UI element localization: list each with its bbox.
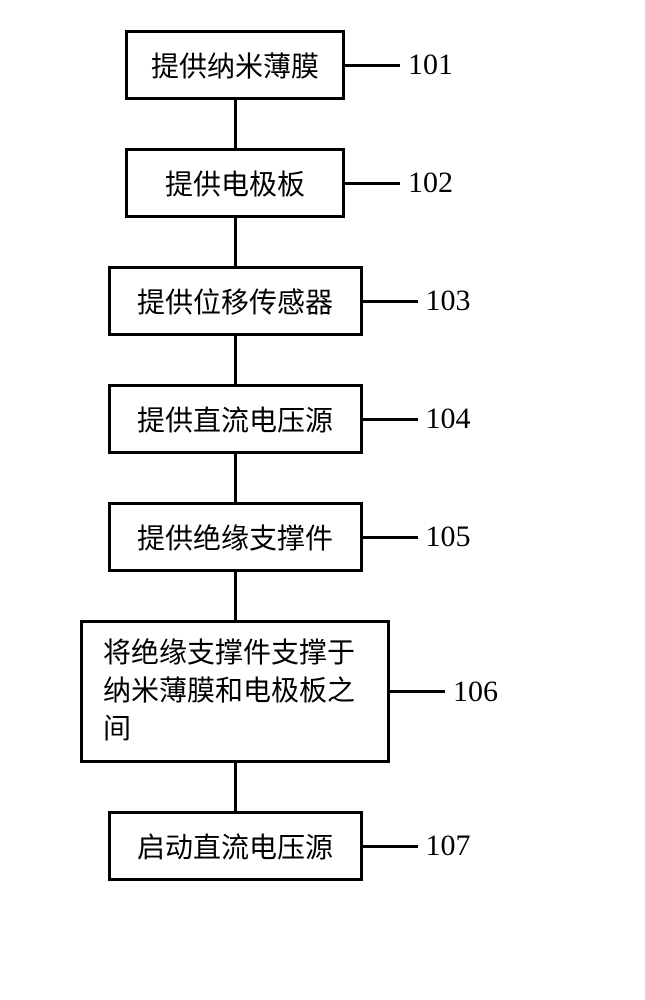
step-label-5: 105 [426, 520, 471, 554]
step-text-6: 将绝缘支撑件支撑于纳米薄膜和电极板之间 [103, 635, 367, 748]
label-line-6 [390, 690, 445, 693]
step-text-7: 启动直流电压源 [137, 826, 333, 866]
label-line-2 [345, 182, 400, 185]
step-text-3: 提供位移传感器 [137, 281, 333, 321]
flowchart-container: 提供纳米薄膜 101 提供电极板 102 提供位移传感器 103 提供直流电压源 [80, 30, 390, 881]
step-row-1: 提供纳米薄膜 101 [125, 30, 345, 100]
label-wrap-7: 107 [363, 829, 471, 863]
step-row-4: 提供直流电压源 104 [108, 384, 363, 454]
connector-6 [234, 763, 237, 811]
step-row-5: 提供绝缘支撑件 105 [108, 502, 363, 572]
step-row-7: 启动直流电压源 107 [108, 811, 363, 881]
step-box-6: 将绝缘支撑件支撑于纳米薄膜和电极板之间 [80, 620, 390, 763]
label-line-3 [363, 300, 418, 303]
step-label-7: 107 [426, 829, 471, 863]
connector-2 [234, 218, 237, 266]
label-wrap-1: 101 [345, 48, 453, 82]
step-label-1: 101 [408, 48, 453, 82]
step-box-3: 提供位移传感器 [108, 266, 363, 336]
label-wrap-6: 106 [390, 675, 498, 709]
label-wrap-3: 103 [363, 284, 471, 318]
step-label-3: 103 [426, 284, 471, 318]
step-row-6: 将绝缘支撑件支撑于纳米薄膜和电极板之间 106 [80, 620, 390, 763]
label-line-5 [363, 536, 418, 539]
connector-5 [234, 572, 237, 620]
label-wrap-2: 102 [345, 166, 453, 200]
step-label-6: 106 [453, 675, 498, 709]
step-box-5: 提供绝缘支撑件 [108, 502, 363, 572]
connector-4 [234, 454, 237, 502]
step-box-7: 启动直流电压源 [108, 811, 363, 881]
label-wrap-4: 104 [363, 402, 471, 436]
connector-1 [234, 100, 237, 148]
step-box-2: 提供电极板 [125, 148, 345, 218]
step-text-1: 提供纳米薄膜 [151, 45, 319, 85]
label-line-1 [345, 64, 400, 67]
step-row-2: 提供电极板 102 [125, 148, 345, 218]
step-label-2: 102 [408, 166, 453, 200]
connector-3 [234, 336, 237, 384]
step-row-3: 提供位移传感器 103 [108, 266, 363, 336]
step-text-5: 提供绝缘支撑件 [137, 517, 333, 557]
step-text-4: 提供直流电压源 [137, 399, 333, 439]
step-box-4: 提供直流电压源 [108, 384, 363, 454]
step-box-1: 提供纳米薄膜 [125, 30, 345, 100]
label-line-4 [363, 418, 418, 421]
step-label-4: 104 [426, 402, 471, 436]
label-line-7 [363, 845, 418, 848]
label-wrap-5: 105 [363, 520, 471, 554]
step-text-2: 提供电极板 [165, 163, 305, 203]
